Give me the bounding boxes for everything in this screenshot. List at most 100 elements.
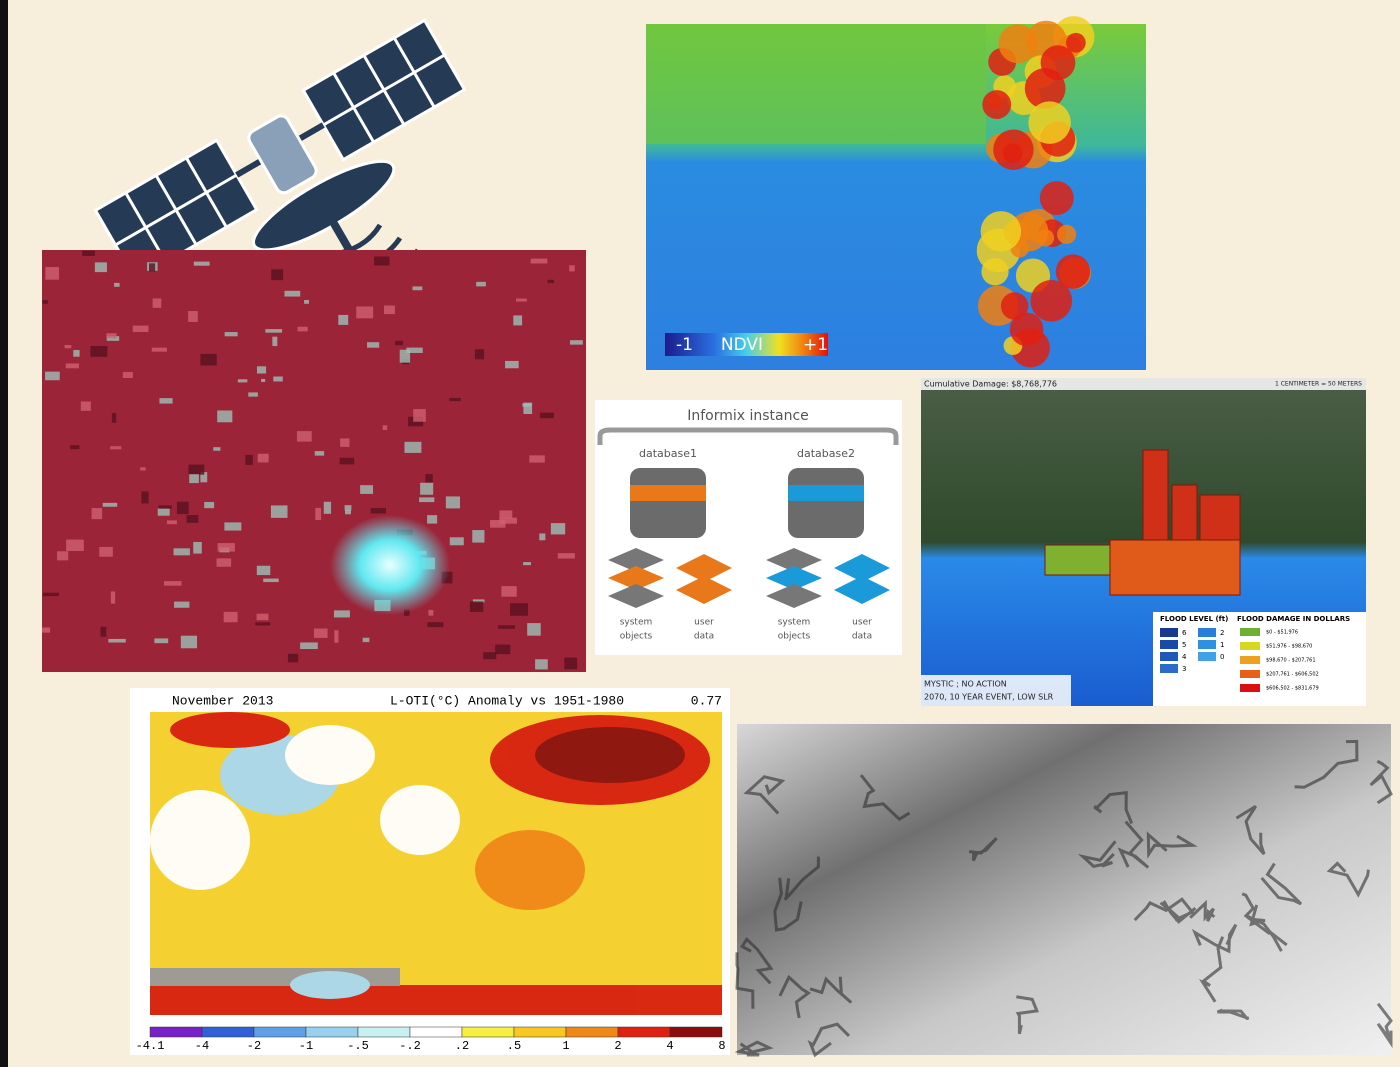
terrain-patch	[256, 366, 267, 374]
valley	[859, 774, 911, 822]
db-caption: objects	[778, 632, 811, 642]
terrain-patch	[406, 347, 423, 353]
ndvi-max: +1	[803, 335, 828, 355]
db-cylinder	[630, 468, 706, 538]
terrain-patch	[530, 258, 548, 264]
terrain-patch	[527, 623, 541, 636]
valley	[1015, 995, 1040, 1035]
flood-scale: 1 CENTIMETER = 50 METERS	[1275, 381, 1362, 388]
terrain-patch	[108, 638, 126, 643]
tree-canopy	[993, 129, 1034, 170]
border	[0, 0, 8, 1067]
stack	[608, 584, 664, 608]
terrain-patch	[474, 349, 485, 360]
terrain-patch	[176, 501, 189, 515]
db-band	[788, 485, 864, 501]
terrain-patch	[248, 392, 258, 397]
anomaly-map	[150, 790, 250, 890]
terrain-patch	[383, 305, 395, 315]
tree-canopy	[998, 24, 1038, 64]
damage-label: $98,670 - $207,761	[1266, 658, 1316, 664]
valley	[1077, 840, 1117, 869]
false-color-image	[42, 250, 583, 670]
informix-diagram: database1 system objects user data database2 s…	[608, 447, 890, 642]
terrain-patch	[445, 496, 460, 509]
tree-canopy	[1055, 254, 1091, 289]
terrain-patch	[106, 333, 117, 339]
terrain-patch	[535, 659, 548, 670]
terrain-patch	[367, 342, 380, 348]
terrain-patch	[472, 530, 485, 543]
terrain-patch	[523, 402, 533, 414]
level-swatch	[1198, 628, 1216, 637]
satellite-icon	[114, 37, 446, 263]
valley	[735, 952, 755, 1009]
flood-model	[921, 378, 1366, 390]
terrain-patch	[382, 425, 388, 431]
flood-model	[1044, 544, 1111, 576]
terrain-patch	[82, 250, 95, 256]
terrain-patch	[344, 505, 352, 511]
ndvi-label: NDVI	[721, 335, 763, 355]
colorbar-segment	[669, 1026, 723, 1038]
terrain-patch	[45, 267, 60, 280]
terrain-patch	[166, 520, 177, 525]
valley	[1326, 861, 1370, 898]
terrain-patch	[404, 441, 422, 453]
terrain-patch	[45, 371, 60, 381]
diagram-title: Informix instance	[687, 408, 809, 424]
terrain-patch	[73, 350, 80, 357]
level-label: 1	[1220, 641, 1224, 649]
colorbar-tick: -2	[247, 1039, 261, 1053]
damage-label: $51,976 - $98,670	[1266, 644, 1312, 650]
terrain-patch	[539, 533, 546, 541]
map-date: November 2013	[172, 693, 273, 708]
terrain-patch	[216, 558, 232, 567]
valley	[1241, 892, 1283, 952]
elevation-image	[737, 724, 1391, 1055]
anomaly-map	[535, 727, 685, 783]
ndvi-image	[646, 24, 986, 144]
flood-model	[1044, 449, 1241, 596]
terrain-patch	[412, 286, 423, 291]
tree-canopy	[1030, 280, 1073, 322]
terrain-patch	[140, 467, 146, 471]
terrain-patch	[66, 539, 84, 552]
damage-swatch	[1240, 684, 1260, 692]
map-mean: 0.77	[691, 693, 722, 708]
informix-diagram	[597, 427, 899, 445]
terrain-patch	[564, 657, 578, 670]
valley	[1235, 804, 1266, 856]
colorbar-segment	[253, 1026, 307, 1038]
terrain-patch	[148, 263, 156, 272]
tree-canopy	[1037, 229, 1055, 247]
terrain-patch	[100, 626, 107, 637]
terrain-patch	[449, 537, 464, 546]
valley	[1245, 904, 1288, 947]
terrain-patch	[345, 510, 351, 515]
terrain-patch	[114, 282, 120, 287]
db-caption: user	[852, 618, 872, 628]
anomaly-map	[380, 785, 460, 855]
valley	[1093, 791, 1134, 824]
terrain-patch	[224, 332, 238, 337]
valley	[1198, 936, 1225, 1003]
terrain-patch	[200, 472, 208, 483]
db-caption: data	[694, 632, 714, 642]
terrain-patch	[110, 591, 116, 604]
terrain-patch	[154, 638, 169, 644]
terrain-patch	[80, 401, 91, 411]
terrain-patch	[188, 311, 198, 322]
false-color-image	[42, 250, 586, 672]
terrain-patch	[370, 508, 386, 514]
terrain-patch	[356, 306, 374, 319]
colorbar-tick: -.5	[347, 1039, 369, 1053]
anomaly-map	[150, 712, 722, 1015]
damage-label: $606,502 - $831,679	[1266, 686, 1319, 692]
level-label: 5	[1182, 641, 1186, 649]
terrain-patch	[193, 261, 210, 266]
terrain-patch	[333, 610, 350, 618]
terrain-patch	[111, 412, 117, 423]
terrain-patch	[163, 581, 182, 586]
valley	[1216, 1008, 1250, 1020]
